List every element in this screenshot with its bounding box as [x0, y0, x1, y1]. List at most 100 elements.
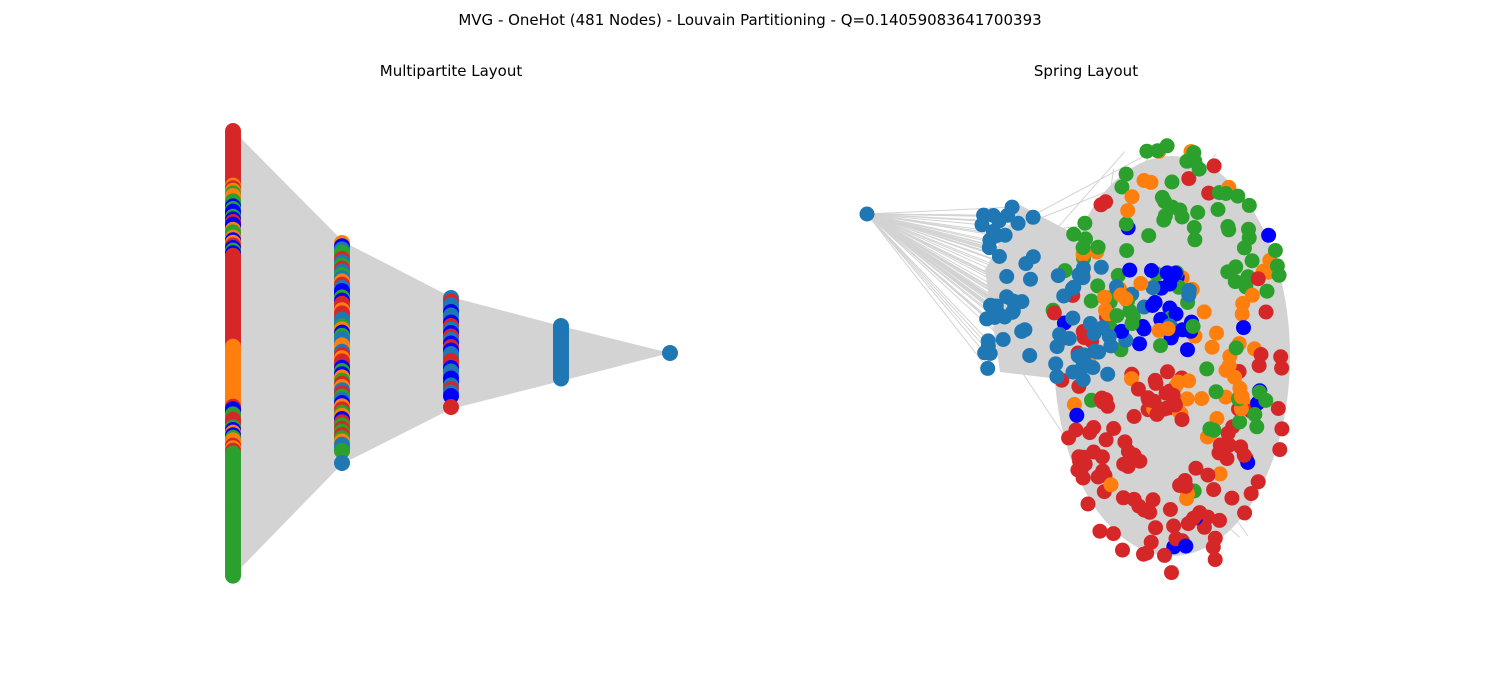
graph-node	[1000, 207, 1016, 223]
graph-node	[1204, 339, 1220, 355]
spring-edge	[866, 213, 989, 342]
spring-edge	[866, 213, 989, 347]
spring-edge	[1017, 153, 1149, 224]
graph-node	[1220, 425, 1236, 441]
multipartite-edge	[232, 264, 343, 309]
graph-node	[1250, 271, 1266, 287]
spring-edge	[866, 213, 1023, 303]
multipartite-edge	[232, 298, 343, 326]
graph-node	[1118, 166, 1134, 182]
multipartite-edge	[232, 459, 343, 569]
graph-node	[999, 269, 1015, 284]
spring-edge	[1004, 234, 1206, 529]
graph-node	[1130, 381, 1146, 397]
graph-node	[1118, 216, 1134, 232]
graph-node	[1218, 186, 1234, 201]
graph-node	[1201, 185, 1217, 201]
spring-edge	[866, 213, 991, 354]
multipartite-edge	[232, 369, 343, 390]
graph-node	[1147, 372, 1163, 388]
graph-node	[1103, 477, 1119, 493]
graph-node	[1244, 253, 1260, 269]
spring-edge	[866, 213, 983, 226]
graph-node	[974, 217, 990, 233]
graph-node	[1166, 518, 1182, 534]
graph-node	[1228, 340, 1244, 356]
multipartite-edge	[232, 130, 343, 242]
multipartite-edge	[232, 309, 343, 332]
multipartite-edges	[232, 130, 670, 576]
spring-edge	[998, 220, 1250, 496]
graph-node	[1145, 492, 1161, 508]
graph-node	[1116, 456, 1132, 472]
graph-node	[1082, 425, 1098, 441]
graph-node	[1209, 325, 1224, 341]
multipartite-edge	[232, 386, 343, 423]
graph-node	[1194, 391, 1210, 407]
spring-edge	[866, 213, 1079, 357]
graph-node	[225, 567, 241, 584]
graph-node	[1049, 369, 1065, 385]
graph-node	[982, 232, 998, 248]
graph-node	[1162, 502, 1178, 517]
graph-node	[1191, 161, 1207, 177]
graph-node	[1131, 498, 1147, 514]
graph-node	[1210, 202, 1226, 217]
spring-edge	[866, 213, 989, 369]
graph-node	[1159, 265, 1175, 281]
graph-node	[1114, 179, 1130, 195]
graph-node	[1235, 296, 1251, 311]
graph-node	[991, 249, 1007, 264]
graph-node	[1022, 348, 1038, 363]
graph-node	[1237, 505, 1253, 521]
graph-node	[1243, 486, 1259, 502]
multipartite-edge	[232, 197, 343, 276]
graph-node	[1207, 552, 1223, 568]
multipartite-edge	[232, 220, 343, 287]
graph-node	[1232, 414, 1248, 430]
graph-node	[1097, 289, 1112, 305]
graph-node	[1164, 174, 1180, 190]
graph-node	[1066, 226, 1082, 242]
multipartite-edge	[232, 320, 343, 337]
graph-node	[1274, 421, 1290, 437]
graph-node	[1094, 449, 1110, 465]
multipartite-edge	[232, 208, 343, 281]
spring-edge	[866, 213, 1103, 329]
graph-node	[1205, 539, 1221, 555]
spring-edge	[866, 206, 1013, 215]
graph-node	[1132, 453, 1148, 469]
graph-node	[1150, 143, 1166, 159]
spring-edge	[866, 213, 1057, 365]
graph-node	[1200, 467, 1216, 483]
spring-nodes	[859, 138, 1290, 581]
graph-node	[1187, 232, 1203, 248]
graph-node	[1164, 565, 1179, 581]
multipartite-edge	[232, 419, 343, 490]
graph-node	[1192, 505, 1208, 521]
graph-node	[1153, 338, 1168, 354]
graph-node	[1092, 523, 1108, 539]
multipartite-edge	[232, 391, 343, 434]
multipartite-edge	[232, 231, 343, 292]
graph-node	[1221, 222, 1237, 238]
graph-node	[1164, 199, 1180, 215]
graph-node	[1218, 362, 1234, 378]
graph-node	[1126, 409, 1142, 424]
spring-edge	[1078, 274, 1151, 517]
graph-node	[1178, 538, 1194, 554]
graph-node	[1168, 306, 1184, 322]
graph-node	[1212, 466, 1228, 482]
spring-edge	[1025, 151, 1126, 264]
graph-node	[1179, 391, 1195, 407]
multipartite-edge	[232, 425, 343, 502]
graph-node	[1139, 545, 1155, 561]
graph-node	[1206, 158, 1222, 174]
graph-node	[1180, 342, 1195, 358]
multipartite-edge	[232, 363, 343, 378]
graph-node	[1144, 263, 1159, 278]
multipartite-edge	[232, 436, 343, 524]
graph-node	[1267, 243, 1283, 258]
graph-node	[1025, 249, 1041, 265]
graph-node	[1156, 212, 1172, 228]
